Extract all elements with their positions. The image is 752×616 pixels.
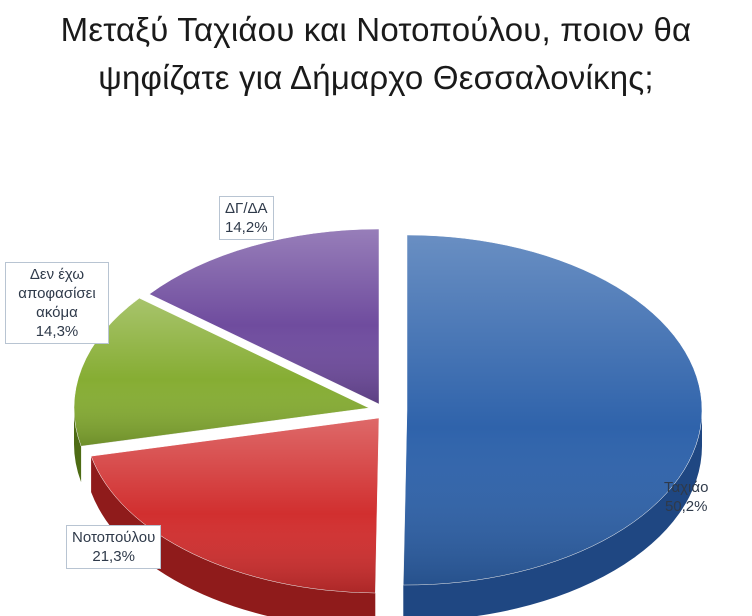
pie-slice-shine-dg-da: [149, 229, 379, 404]
pie-side-taxiao: [403, 410, 702, 616]
slice-value-notopoulou: 21,3%: [92, 548, 135, 565]
pie-slice-shine-taxiao: [403, 235, 702, 585]
pie-slice-shine-undecided: [74, 298, 370, 447]
pie-side-undecided: [74, 408, 82, 483]
chart-title: Μεταξύ Ταχιάου και Νοτοπούλου, ποιον θα …: [0, 6, 752, 102]
slice-name-undecided: Δεν έχω αποφασίσει ακόμα: [18, 266, 96, 321]
slice-name-dg-da: ΔΓ/ΔΑ: [225, 200, 268, 217]
chart-title-line-2: ψηφίζατε για Δήμαρχο Θεσσαλονίκης;: [98, 59, 654, 96]
slice-value-dg-da: 14,2%: [225, 219, 268, 236]
slice-value-undecided: 14,3%: [35, 323, 79, 340]
pie-slice-shine-notopoulou: [91, 418, 379, 593]
slice-label-dg-da: ΔΓ/ΔΑ 14,2%: [219, 196, 274, 240]
slice-value-taxiao: 50,2%: [664, 498, 708, 515]
slice-label-taxiao: Ταχιάο 50,2%: [664, 478, 708, 516]
slice-label-notopoulou: Νοτοπούλου 21,3%: [66, 525, 162, 569]
slice-label-undecided: Δεν έχω αποφασίσει ακόμα 14,3%: [5, 262, 109, 344]
slice-name-taxiao: Ταχιάο: [664, 479, 709, 496]
chart-title-line-1: Μεταξύ Ταχιάου και Νοτοπούλου, ποιον θα: [60, 11, 692, 48]
slice-name-notopoulou: Νοτοπούλου: [72, 529, 156, 546]
